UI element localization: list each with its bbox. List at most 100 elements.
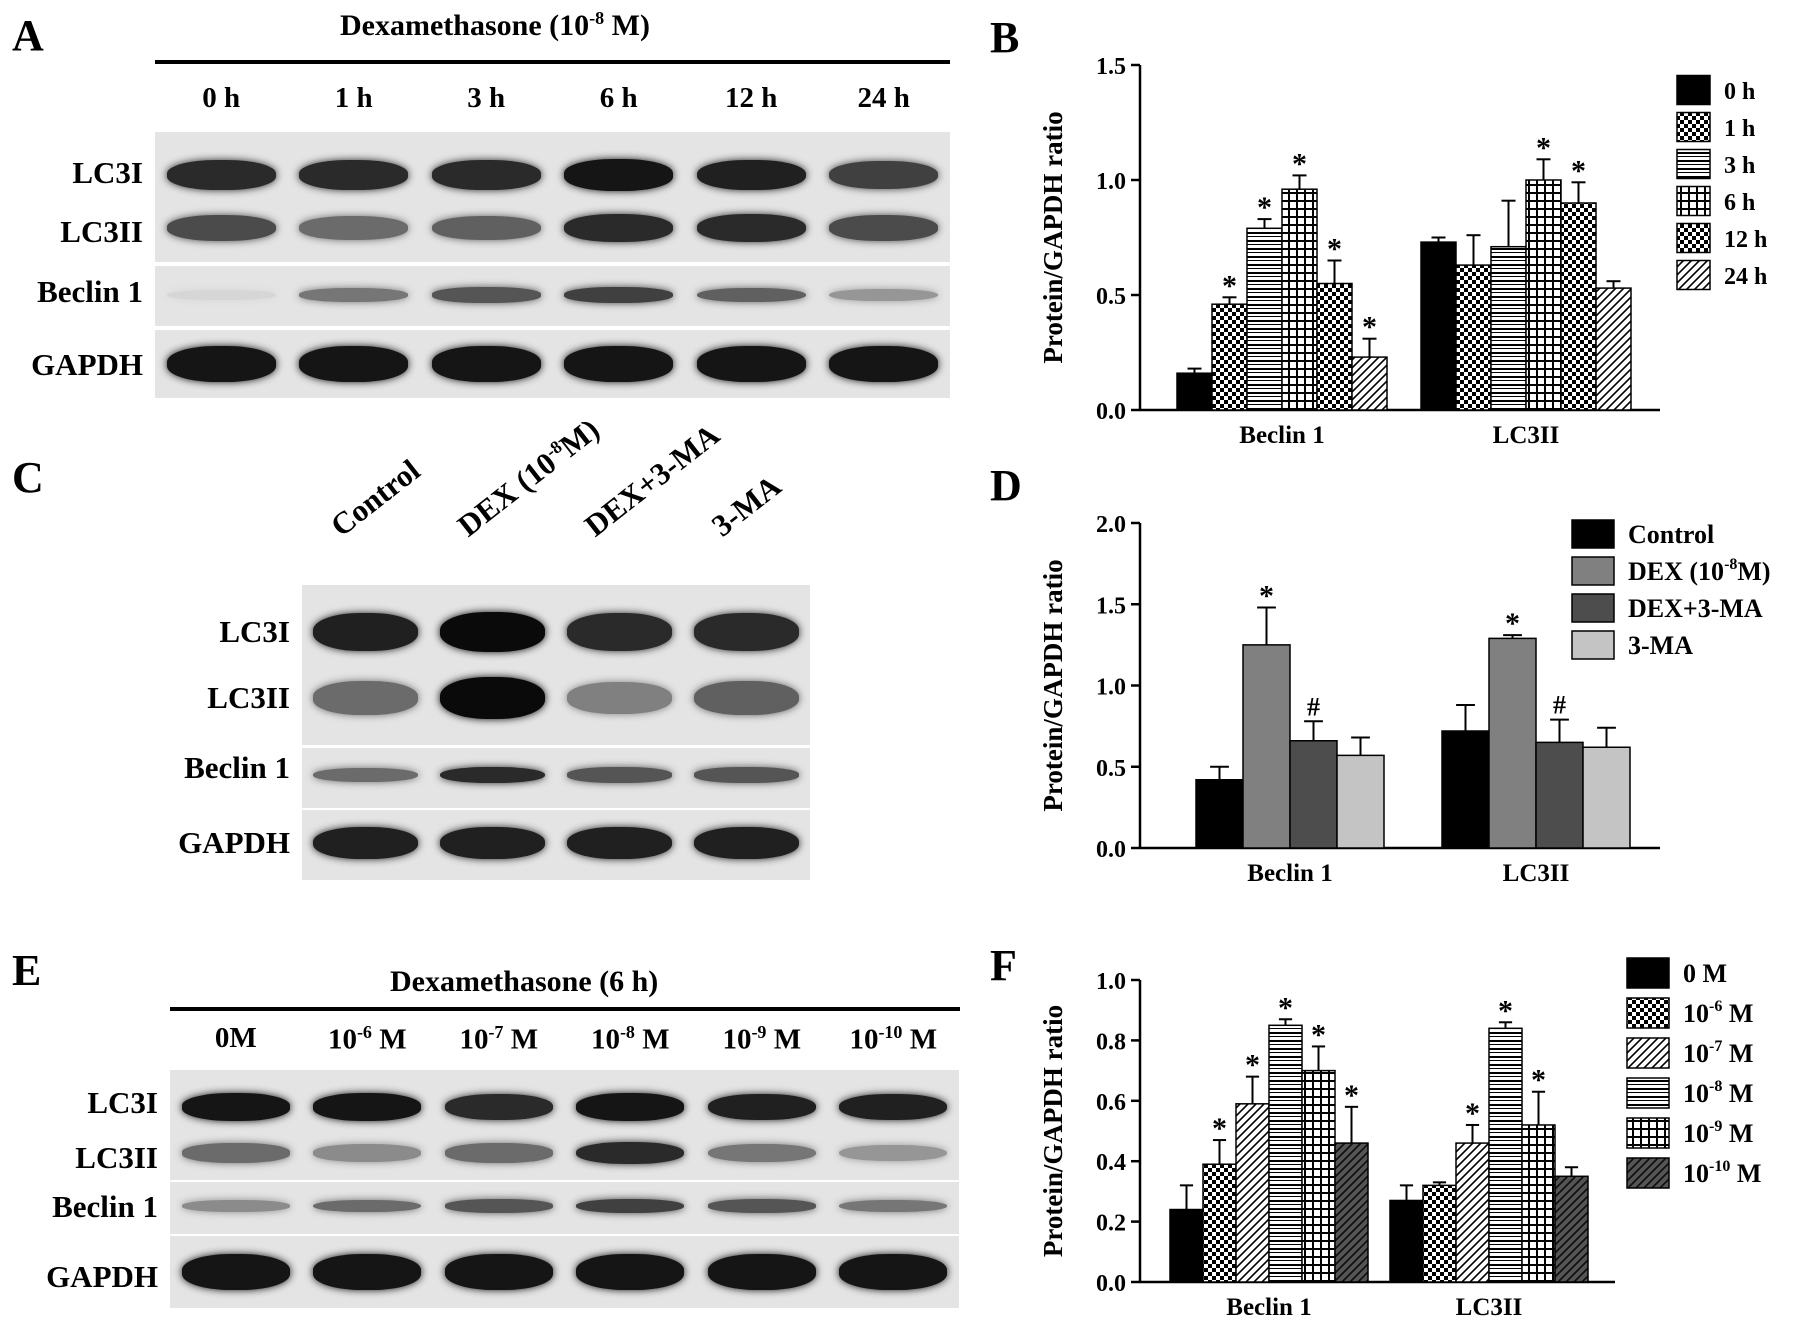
bar: [1202, 1163, 1237, 1283]
lane-label-end: M: [766, 1023, 802, 1056]
legend-swatch: [1676, 74, 1711, 106]
bar: [1281, 188, 1318, 411]
significance-mark: *: [1212, 1112, 1227, 1145]
y-tick-label: 2.0: [1096, 512, 1126, 538]
lane-label-sup: -6: [356, 1022, 372, 1042]
row-label: GAPDH: [178, 825, 290, 860]
blot-band: [829, 160, 939, 190]
blot-band: [564, 159, 674, 191]
lane-label-sup: -10: [878, 1022, 903, 1042]
blot-band: [567, 826, 672, 860]
y-tick-label: 0.8: [1096, 1029, 1126, 1055]
lane-label-main: 10: [849, 1023, 879, 1056]
lane-label: 10-7 M: [429, 1022, 569, 1057]
legend-swatch: [1676, 148, 1711, 180]
blot-strip: [170, 1070, 959, 1180]
blot-band: [829, 215, 939, 241]
lane-label-main: 10: [459, 1023, 489, 1056]
lane-label: 12 h: [725, 82, 778, 114]
blot-strip: [170, 1236, 959, 1308]
blot-a-header-end: M): [604, 9, 650, 42]
blot-band: [299, 160, 409, 190]
bar: [1560, 202, 1597, 411]
blot-band: [567, 613, 672, 651]
blot-band: [564, 214, 674, 242]
legend-swatch: [1571, 519, 1615, 549]
blot-band: [313, 767, 418, 783]
blot-strip: [302, 585, 810, 745]
y-tick-label: 1.5: [1096, 593, 1126, 619]
lane-label-end: M: [503, 1023, 539, 1056]
bar: [1268, 1024, 1303, 1283]
bar: [1521, 1124, 1556, 1283]
blot-band: [707, 1199, 816, 1213]
panel-letter-d: D: [990, 461, 1022, 510]
row-label: GAPDH: [46, 1259, 158, 1294]
legend-label-sup: -9: [1709, 1118, 1722, 1135]
blot-band: [696, 346, 806, 382]
y-tick-label: 0.4: [1096, 1150, 1126, 1176]
lane-label: 1 h: [334, 82, 373, 114]
legend-label: 1 h: [1724, 116, 1755, 142]
lane-label-main: 10: [590, 1023, 620, 1056]
lane-label: 6 h: [599, 82, 638, 114]
significance-mark: *: [1536, 131, 1551, 164]
bar: [1246, 227, 1283, 411]
legend-swatch: [1626, 997, 1670, 1029]
bar: [1316, 282, 1353, 411]
blot-band: [576, 1093, 685, 1121]
lane-label-main: 10: [327, 1023, 357, 1056]
blot-band: [313, 612, 418, 652]
legend-label: 10-8 M: [1683, 1078, 1753, 1108]
bar: [1195, 779, 1244, 849]
significance-mark: *: [1278, 991, 1293, 1024]
legend-label-sup: -7: [1709, 1038, 1722, 1055]
category-label: LC3II: [1493, 422, 1560, 449]
legend-label-end: M: [1722, 1119, 1753, 1148]
blot-band: [839, 1199, 948, 1213]
significance-mark: *: [1344, 1079, 1359, 1112]
significance-mark: *: [1498, 994, 1513, 1027]
legend-label: 12 h: [1724, 227, 1767, 253]
bar: [1242, 644, 1291, 849]
significance-mark: *: [1327, 233, 1342, 266]
blot-band: [444, 1199, 553, 1213]
significance-mark: *: [1257, 191, 1272, 224]
bar: [1334, 1142, 1369, 1283]
legend-swatch: [1571, 630, 1615, 660]
bar: [1420, 241, 1457, 411]
blot-band: [839, 1093, 948, 1121]
bar: [1176, 372, 1213, 411]
blot-band: [166, 289, 276, 301]
legend-label: 10-6 M: [1683, 998, 1753, 1028]
lane-label-main: 0: [214, 1022, 230, 1054]
legend-swatch: [1571, 556, 1615, 586]
legend-label-end: M: [1722, 1079, 1753, 1108]
category-label: Beclin 1: [1247, 860, 1332, 887]
legend-label-sup: -8: [1709, 1078, 1722, 1095]
blot-band: [576, 1254, 685, 1290]
lane-label: 24 h: [857, 82, 910, 114]
y-axis-label: Protein/GAPDH ratio: [1038, 1005, 1068, 1257]
legend-swatch: [1626, 1037, 1670, 1069]
blot-strip: [155, 330, 950, 398]
blot-band: [440, 612, 545, 652]
significance-mark: *: [1505, 607, 1520, 640]
blot-band: [431, 346, 541, 382]
blot-band: [839, 1254, 948, 1290]
blot-e-header: Dexamethasone (6 h): [390, 965, 659, 998]
legend-label: 10-7 M: [1683, 1038, 1753, 1068]
significance-mark: *: [1245, 1049, 1260, 1082]
bar: [1525, 179, 1562, 411]
blot-band: [440, 826, 545, 860]
blot-band: [696, 287, 806, 303]
bar: [1455, 1142, 1490, 1283]
legend-label: 3-MA: [1628, 631, 1693, 660]
y-tick-label: 1.0: [1096, 675, 1126, 701]
lane-label-sup: -7: [488, 1022, 504, 1042]
lane-label-sup: -8: [619, 1022, 635, 1042]
blot-band: [694, 767, 799, 783]
legend-label: 10-9 M: [1683, 1118, 1753, 1148]
row-label: LC3II: [60, 214, 143, 249]
bar: [1488, 637, 1537, 849]
